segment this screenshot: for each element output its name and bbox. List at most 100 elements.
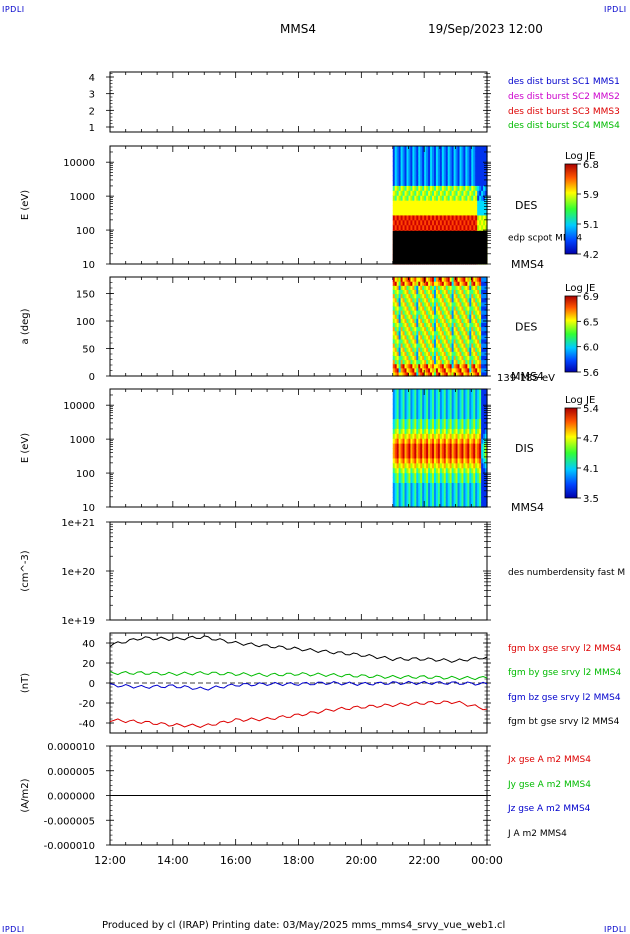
dis-energy-cell bbox=[483, 502, 486, 508]
des-pitch-cell bbox=[402, 371, 406, 377]
des-pitch-cell bbox=[469, 355, 472, 361]
des-energy-cell bbox=[432, 155, 435, 162]
des-pitch-cell bbox=[443, 347, 447, 352]
des-pitch-cell bbox=[412, 338, 415, 344]
dis-energy-cell bbox=[422, 403, 425, 410]
dis-energy-cell bbox=[410, 487, 413, 493]
dis-energy-cell bbox=[453, 487, 457, 493]
des-pitch-cell bbox=[465, 318, 468, 323]
des-energy-cell bbox=[473, 150, 476, 157]
des-energy-cell bbox=[473, 185, 476, 191]
dis-energy-cell bbox=[439, 428, 443, 434]
des-energy-cell bbox=[400, 160, 404, 167]
dis-energy-cell bbox=[455, 428, 459, 434]
des-pitch-cell bbox=[430, 322, 433, 328]
des-energy-cell bbox=[426, 150, 429, 157]
des-energy-cell bbox=[479, 175, 482, 182]
des-pitch-cell bbox=[420, 334, 423, 340]
des-pitch-cell bbox=[437, 334, 441, 340]
dis-energy-cell bbox=[445, 408, 449, 415]
des-energy-cell bbox=[435, 219, 439, 226]
dis-energy-cell bbox=[479, 443, 482, 449]
des-pitch-cell bbox=[398, 289, 402, 295]
des-pitch-cell bbox=[463, 326, 467, 332]
des-energy-cell bbox=[435, 205, 439, 211]
dis-energy-cell bbox=[465, 423, 468, 429]
dis-energy-cell bbox=[449, 398, 453, 405]
dis-energy-cell bbox=[424, 389, 427, 395]
des-energy-cell bbox=[428, 160, 431, 167]
des-pitch-cell bbox=[477, 359, 480, 365]
dis-energy-cell bbox=[410, 428, 413, 434]
des-energy-cell bbox=[441, 190, 445, 196]
dis-energy-cell bbox=[435, 502, 439, 508]
des-energy-cell bbox=[406, 146, 410, 152]
des-energy-cell bbox=[437, 205, 441, 211]
des-pitch-cell bbox=[430, 347, 433, 352]
des-energy-cell bbox=[455, 170, 459, 177]
des-pitch-cell bbox=[435, 351, 439, 356]
des-pitch-cell bbox=[414, 347, 417, 352]
dis-energy-cell bbox=[433, 389, 437, 395]
dis-energy-cell bbox=[441, 438, 445, 444]
des-pitch-cell bbox=[392, 367, 396, 373]
dis-energy-cell bbox=[416, 452, 419, 459]
dis-energy-cell bbox=[443, 492, 447, 498]
des-pitch-cell bbox=[414, 310, 417, 315]
des-energy-cell bbox=[400, 205, 404, 211]
des-pitch-cell bbox=[453, 326, 457, 332]
dis-energy-cell bbox=[453, 467, 457, 474]
dis-energy-cell bbox=[432, 389, 435, 395]
des-energy-cell bbox=[467, 155, 470, 162]
des-pitch-cell bbox=[465, 293, 468, 299]
des-pitch-cell bbox=[477, 314, 480, 319]
des-pitch-cell bbox=[483, 293, 486, 299]
dis-energy-cell bbox=[465, 443, 468, 449]
dis-energy-cell bbox=[402, 502, 406, 508]
des-pitch-cell bbox=[459, 351, 463, 356]
dis-energy-cell bbox=[459, 497, 463, 503]
dis-energy-cell bbox=[481, 428, 484, 434]
des-pitch-cell bbox=[481, 289, 484, 295]
des-energy-cell bbox=[420, 214, 423, 221]
des-pitch-cell bbox=[437, 301, 441, 307]
des-energy-cell bbox=[467, 209, 470, 216]
des-pitch-cell bbox=[481, 297, 484, 303]
des-pitch-cell bbox=[455, 289, 459, 295]
dis-energy-cell bbox=[396, 408, 400, 415]
des-energy-cell bbox=[471, 180, 474, 186]
dis-energy-cell bbox=[451, 477, 455, 484]
des-energy-cell bbox=[392, 155, 396, 162]
des-pitch-cell bbox=[412, 285, 415, 290]
dis-energy-cell bbox=[418, 428, 421, 434]
des-pitch-cell bbox=[449, 301, 453, 307]
des-energy-cell bbox=[414, 200, 417, 206]
dis-energy-cell bbox=[457, 497, 461, 503]
dis-energy-cell bbox=[410, 462, 413, 469]
des-energy-cell bbox=[485, 185, 488, 191]
des-pitch-cell bbox=[414, 363, 417, 369]
des-pitch-cell bbox=[437, 314, 441, 319]
dis-energy-cell bbox=[408, 438, 412, 444]
des-energy-cell bbox=[437, 190, 441, 196]
des-pitch-cell bbox=[471, 351, 474, 356]
des-energy-cell bbox=[475, 224, 478, 231]
des-pitch-cell bbox=[433, 322, 437, 328]
des-energy-cell bbox=[457, 224, 461, 231]
des-pitch-cell bbox=[402, 367, 406, 373]
des-pitch-cell bbox=[457, 363, 461, 369]
des-energy-cell bbox=[426, 160, 429, 167]
des-pitch-cell bbox=[410, 285, 413, 290]
des-pitch-cell bbox=[463, 310, 467, 315]
des-pitch-cell bbox=[469, 297, 472, 303]
des-energy-cell bbox=[447, 170, 451, 177]
des-pitch-cell bbox=[398, 322, 402, 328]
des-pitch-cell bbox=[396, 334, 400, 340]
dis-energy-cell bbox=[449, 443, 453, 449]
dis-energy-cell bbox=[471, 462, 474, 469]
dis-energy-cell bbox=[433, 413, 437, 420]
des-pitch-cell bbox=[394, 293, 398, 299]
des-energy-cell bbox=[467, 185, 470, 191]
des-energy-cell bbox=[433, 224, 437, 231]
des-pitch-cell bbox=[467, 363, 470, 369]
